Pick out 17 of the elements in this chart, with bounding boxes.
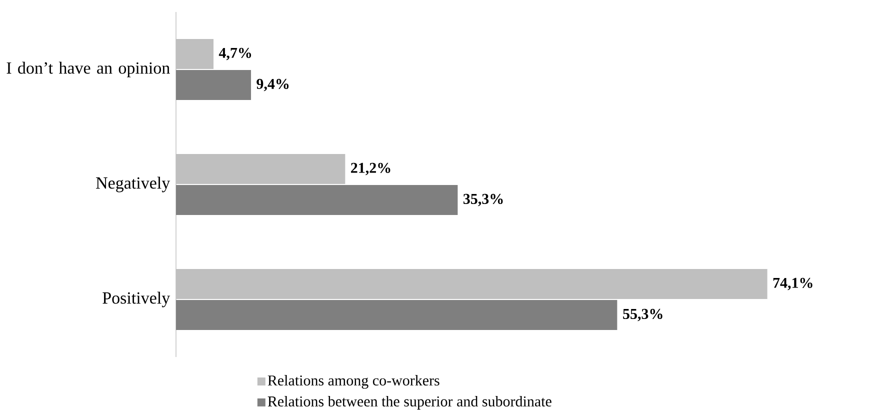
legend-label: Relations among co-workers — [268, 375, 440, 389]
y-tick-label: Positively — [102, 292, 170, 308]
bar — [176, 300, 618, 330]
data-label: 4,7% — [218, 48, 252, 60]
bar — [176, 70, 252, 100]
bar — [176, 38, 214, 69]
data-label: 21,2% — [351, 162, 390, 176]
y-tick-label: I don’t have an opinion — [6, 62, 170, 78]
data-label: 55,3% — [623, 308, 662, 322]
bar — [176, 268, 768, 299]
bar — [176, 185, 458, 216]
bar — [176, 154, 346, 184]
data-label: 9,4% — [256, 78, 289, 92]
y-tick-label: Negatively — [96, 176, 170, 192]
data-label: 35,3% — [463, 194, 503, 206]
legend-label: Relations between the superior and subordinate — [268, 396, 552, 410]
data-label: 74,1% — [773, 278, 812, 290]
